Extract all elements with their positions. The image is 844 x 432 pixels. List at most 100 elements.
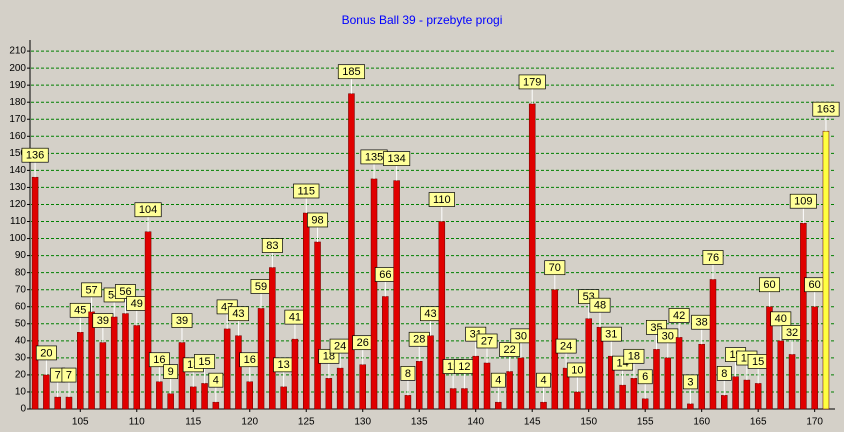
value-label: 110	[433, 194, 451, 206]
label-box	[600, 326, 622, 342]
y-tick-label: 0	[20, 404, 26, 415]
bar	[359, 364, 366, 410]
label-box	[227, 306, 249, 322]
bar	[427, 335, 434, 410]
bar	[641, 398, 649, 410]
label-box	[812, 101, 840, 117]
bar	[540, 401, 547, 410]
x-tick-label: 120	[241, 417, 258, 428]
y-tick-label: 200	[9, 63, 26, 74]
bar	[393, 180, 400, 410]
x-tick-label: 105	[72, 417, 89, 428]
bar	[743, 379, 751, 410]
bar	[122, 313, 129, 410]
label-box	[702, 250, 724, 265]
value-label: 59	[255, 281, 267, 293]
value-label: 24	[560, 341, 572, 353]
y-tick-label: 110	[10, 216, 26, 227]
value-label: 4	[213, 375, 219, 387]
bar	[721, 395, 728, 410]
bar	[483, 362, 491, 410]
y-tick-label: 50	[15, 318, 27, 329]
value-label: 13	[278, 359, 290, 371]
x-tick-label: 160	[693, 417, 710, 428]
value-label: 30	[515, 330, 527, 342]
label-box	[307, 212, 329, 228]
x-tick-label: 115	[185, 417, 201, 428]
value-label: 16	[153, 354, 165, 366]
label-box	[490, 372, 506, 388]
value-label: 115	[297, 185, 315, 197]
value-label: 136	[26, 150, 44, 162]
value-label: 32	[786, 327, 798, 339]
label-box	[589, 297, 611, 313]
label-box	[293, 183, 320, 199]
value-label: 15	[198, 356, 210, 368]
bar	[291, 338, 299, 410]
value-label: 24	[334, 341, 346, 353]
bar	[201, 383, 208, 410]
label-box	[555, 338, 577, 354]
value-label: 76	[707, 252, 719, 264]
value-label: 38	[696, 317, 708, 329]
bar	[223, 328, 231, 410]
value-label: 8	[721, 368, 727, 380]
value-label: 104	[139, 204, 157, 216]
bar	[404, 395, 412, 410]
bar	[167, 393, 174, 410]
value-label: 18	[628, 351, 640, 363]
label-box	[668, 308, 690, 323]
value-label: 135	[365, 151, 383, 163]
bar	[495, 401, 502, 410]
y-tick-label: 20	[15, 370, 27, 381]
bar	[336, 367, 344, 410]
label-box	[789, 193, 817, 209]
x-tick-label: 155	[637, 417, 654, 428]
value-label: 7	[55, 369, 61, 381]
bar	[99, 342, 107, 410]
value-label: 6	[642, 371, 648, 383]
bar	[178, 342, 186, 410]
label-box	[194, 354, 216, 369]
bar	[619, 384, 626, 410]
value-label: 39	[176, 315, 188, 327]
bar	[800, 222, 807, 410]
label-box	[21, 147, 49, 163]
bar	[212, 401, 220, 410]
value-label: 41	[289, 312, 301, 324]
bar	[246, 381, 254, 410]
bar	[348, 93, 355, 410]
label-box	[163, 364, 179, 380]
label-box	[69, 302, 91, 318]
value-label: 28	[413, 334, 425, 346]
value-label: 57	[85, 284, 97, 296]
bar	[709, 279, 717, 410]
x-tick-label: 140	[467, 417, 484, 428]
bar	[31, 176, 39, 410]
value-label: 56	[119, 286, 131, 298]
x-tick-label: 170	[806, 417, 823, 428]
bar	[77, 332, 84, 410]
value-label: 43	[232, 308, 244, 320]
bar	[675, 337, 683, 410]
value-label: 66	[379, 269, 391, 281]
y-tick-label: 140	[9, 165, 26, 176]
label-box	[383, 151, 411, 166]
bar	[777, 340, 785, 410]
bar	[302, 212, 310, 410]
x-tick-label: 150	[580, 417, 597, 428]
value-label: 4	[495, 375, 501, 387]
value-label: 43	[424, 308, 436, 320]
x-tick-label: 135	[411, 417, 428, 428]
x-tick-label: 145	[524, 417, 541, 428]
bar	[461, 388, 468, 410]
bar	[687, 403, 694, 410]
value-label: 40	[775, 313, 787, 325]
bar	[190, 386, 197, 410]
value-label: 27	[481, 335, 493, 347]
label-box	[536, 372, 551, 388]
y-tick-label: 10	[15, 387, 27, 398]
bar	[438, 221, 446, 410]
label-box	[499, 342, 521, 357]
bar	[133, 325, 141, 410]
